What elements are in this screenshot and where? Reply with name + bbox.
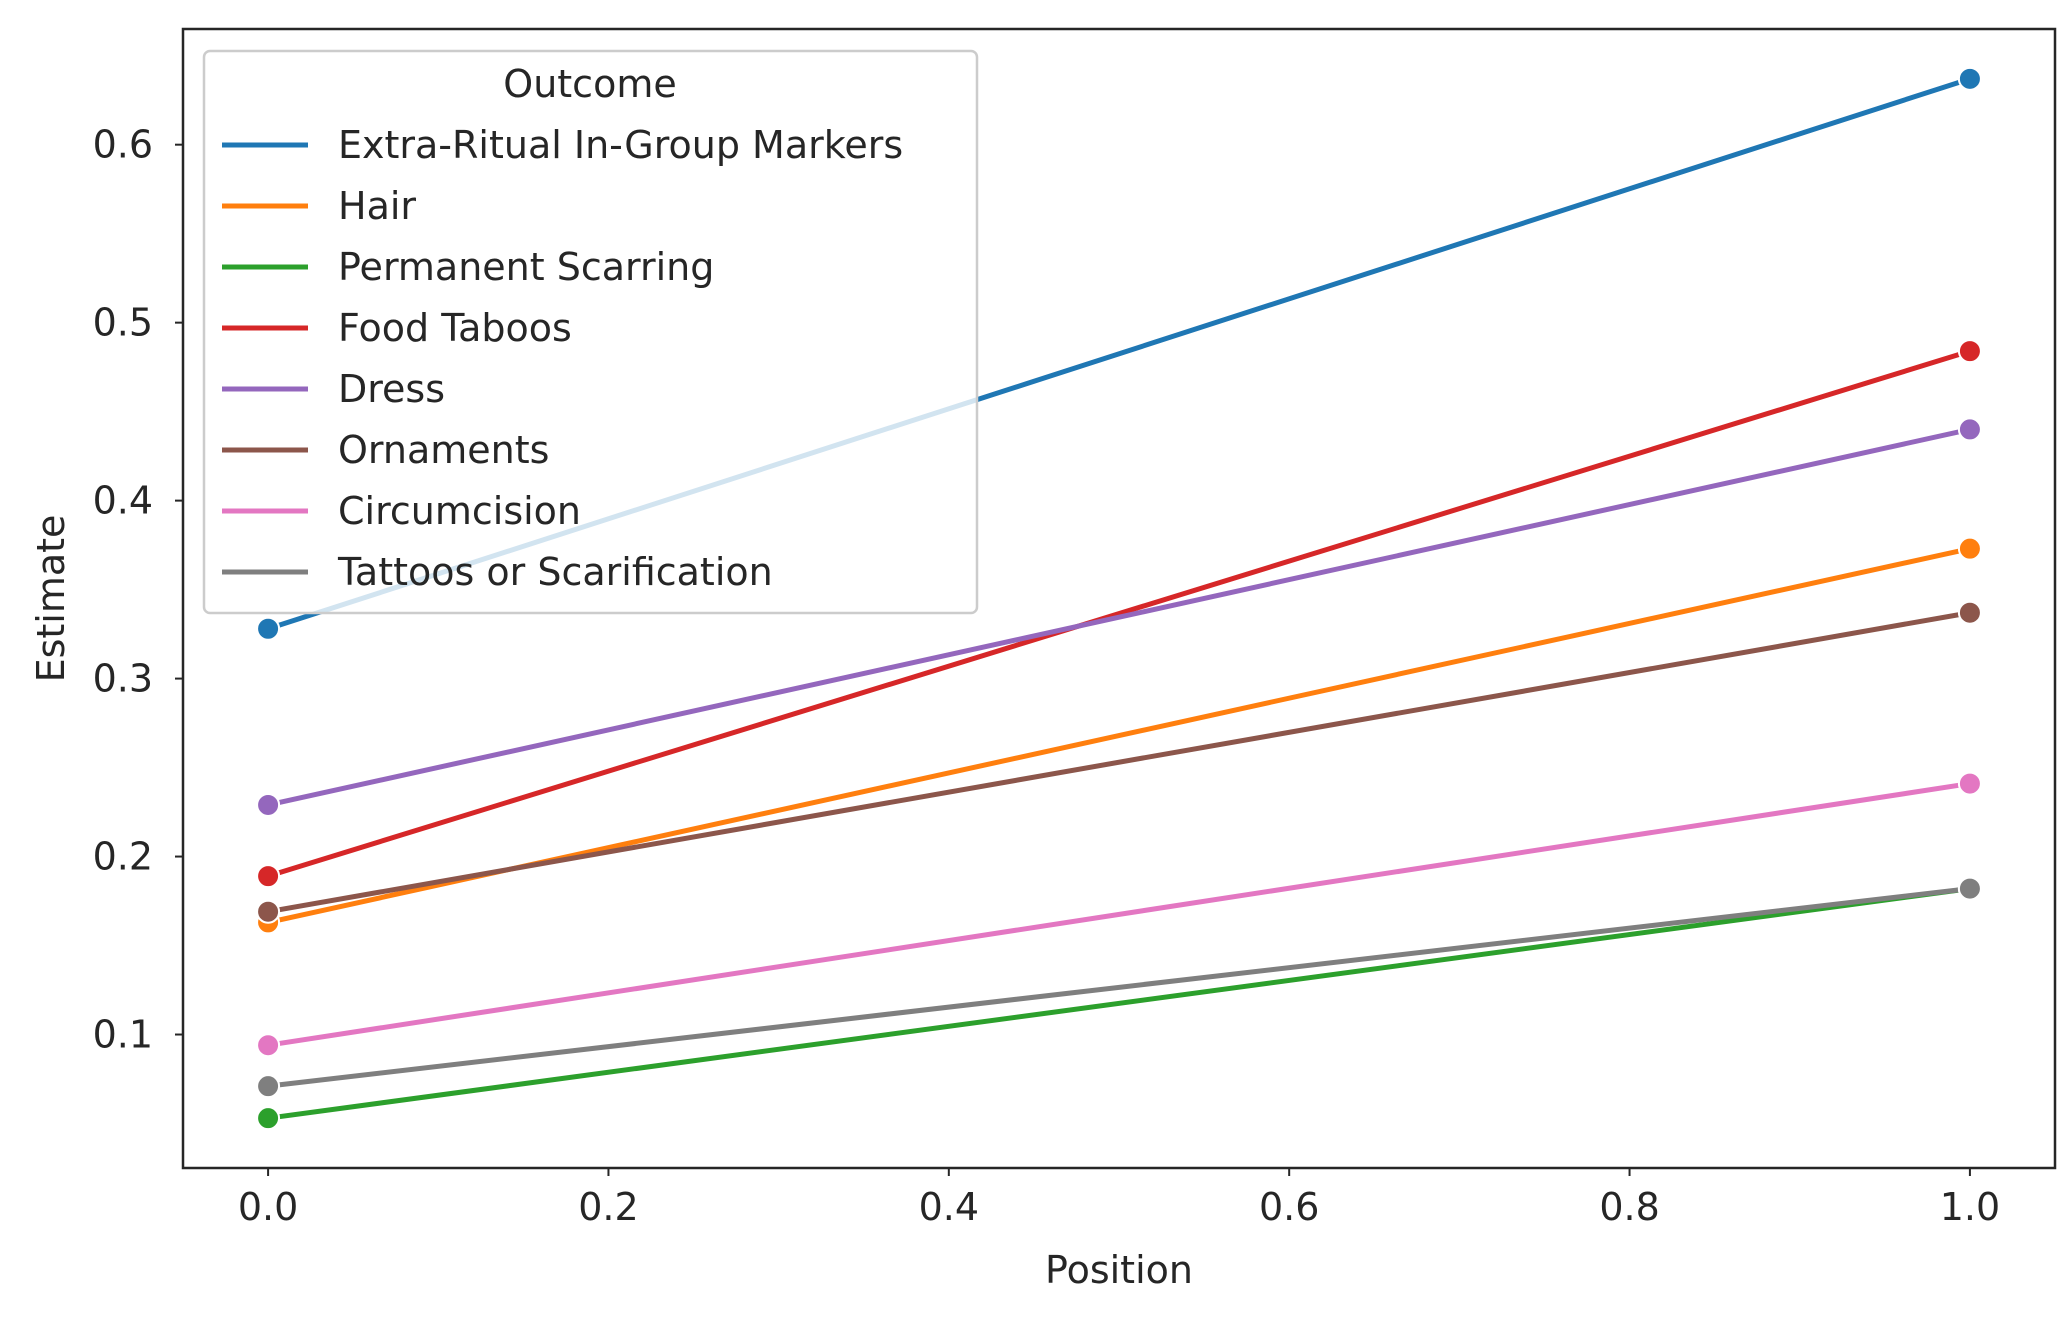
y-tick-label: 0.5 bbox=[93, 301, 153, 345]
legend-label: Tattoos or Scarification bbox=[337, 550, 773, 594]
plot-frame bbox=[181, 27, 2057, 1170]
x-tick-label: 0.6 bbox=[1259, 1185, 1319, 1229]
x-tick-label: 0.2 bbox=[578, 1185, 638, 1229]
y-tick-label: 0.4 bbox=[93, 479, 153, 523]
legend-label: Extra-Ritual In-Group Markers bbox=[338, 123, 903, 167]
data-point bbox=[1957, 66, 1982, 91]
x-tick-label: 1.0 bbox=[1940, 1185, 2000, 1229]
series-markers bbox=[256, 66, 1982, 1131]
legend-label: Dress bbox=[338, 367, 445, 411]
data-point bbox=[256, 1033, 281, 1058]
x-tick-label: 0.0 bbox=[238, 1185, 298, 1229]
data-point bbox=[256, 792, 281, 817]
data-point bbox=[256, 616, 281, 641]
legend-box bbox=[202, 49, 979, 615]
legend-label: Food Taboos bbox=[338, 306, 572, 350]
legend-label: Permanent Scarring bbox=[338, 245, 714, 289]
y-tick-label: 0.3 bbox=[93, 657, 153, 701]
x-axis: 0.0 0.2 0.4 0.6 0.8 1.0 bbox=[238, 1168, 2000, 1229]
y-tick-label: 0.2 bbox=[93, 835, 153, 879]
y-axis-title: Estimate bbox=[29, 515, 73, 683]
data-point bbox=[1957, 876, 1982, 901]
data-point bbox=[1957, 600, 1982, 625]
legend-label: Hair bbox=[338, 184, 416, 228]
x-tick-label: 0.8 bbox=[1599, 1185, 1659, 1229]
data-point bbox=[256, 1106, 281, 1131]
data-point bbox=[1957, 536, 1982, 561]
data-point bbox=[1957, 339, 1982, 364]
data-point bbox=[1957, 771, 1982, 796]
data-point bbox=[256, 864, 281, 889]
legend-title: Outcome bbox=[503, 62, 676, 106]
series-line bbox=[265, 886, 1973, 1121]
data-point bbox=[256, 899, 281, 924]
legend: Outcome Extra-Ritual In-Group Markers Hair… bbox=[202, 49, 979, 615]
series-line bbox=[265, 426, 1973, 808]
series-line bbox=[265, 886, 1973, 1089]
legend-label: Circumcision bbox=[338, 489, 581, 533]
y-axis: 0.1 0.2 0.3 0.4 0.5 0.6 bbox=[93, 123, 183, 1057]
y-tick-label: 0.1 bbox=[93, 1013, 153, 1057]
y-tick-label: 0.6 bbox=[93, 123, 153, 167]
series-line bbox=[265, 348, 1973, 879]
data-point bbox=[256, 1074, 281, 1099]
series-line bbox=[265, 781, 1973, 1048]
x-tick-label: 0.4 bbox=[919, 1185, 979, 1229]
x-axis-title: Position bbox=[1045, 1248, 1193, 1292]
legend-label: Ornaments bbox=[338, 428, 549, 472]
data-point bbox=[1957, 417, 1982, 442]
series-line bbox=[265, 610, 1973, 915]
